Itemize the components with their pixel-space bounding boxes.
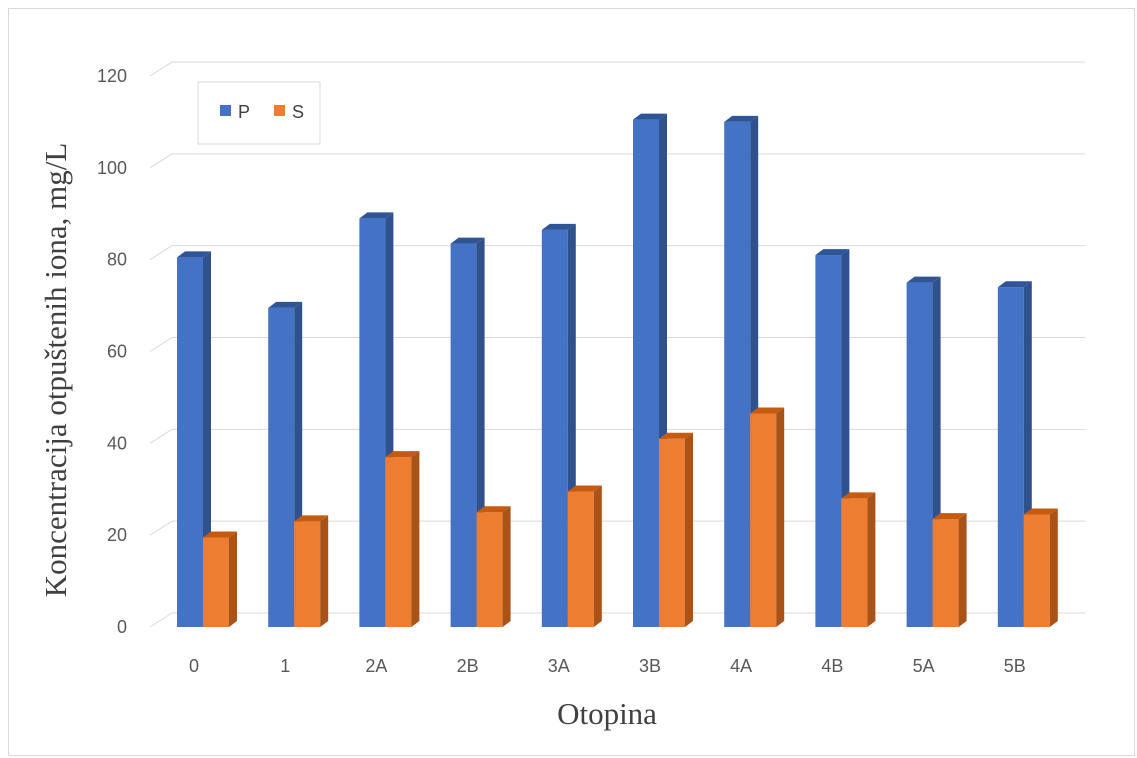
- x-tick-label: 5B: [1004, 656, 1026, 676]
- bar-front: [385, 457, 412, 627]
- y-tick-label: 120: [97, 66, 127, 86]
- bar-side: [685, 432, 693, 627]
- bar-top: [385, 451, 420, 458]
- bar-top: [997, 281, 1032, 288]
- gridline-diagonal: [149, 61, 173, 77]
- bar-s: [203, 531, 237, 627]
- x-tick-label: 0: [189, 656, 199, 676]
- bar-top: [1023, 508, 1058, 515]
- bar-s: [385, 451, 420, 627]
- gridline-diagonal: [149, 428, 173, 444]
- y-tick-label: 100: [97, 158, 127, 178]
- bars: [177, 113, 1058, 628]
- gridline-diagonal: [149, 153, 173, 169]
- bar-front: [724, 121, 751, 628]
- bar-s: [1023, 508, 1058, 627]
- y-tick-label: 40: [107, 433, 127, 453]
- bar-front: [633, 119, 659, 627]
- bar-s: [567, 485, 602, 627]
- bar-p: [724, 115, 759, 628]
- bar-top: [294, 515, 329, 522]
- bar-front: [906, 282, 933, 627]
- bar-front: [450, 243, 477, 628]
- bar-front: [476, 512, 503, 627]
- x-axis-title: Otopina: [557, 696, 657, 731]
- bar-front: [750, 413, 777, 627]
- legend-swatch-p: [220, 105, 231, 116]
- bar-s: [659, 432, 693, 627]
- bar-front: [359, 218, 386, 627]
- bar-front: [567, 491, 594, 627]
- x-tick-label: 2A: [365, 656, 387, 676]
- bar-front: [841, 498, 868, 627]
- legend-box: [197, 81, 321, 145]
- legend: P S: [197, 81, 321, 145]
- bar-side: [1049, 508, 1058, 627]
- bar-top: [841, 492, 876, 499]
- gridline-diagonal: [149, 520, 173, 536]
- bar-front: [294, 521, 321, 627]
- bar-top: [567, 485, 602, 492]
- y-tick-label: 20: [107, 525, 127, 545]
- gridline-diagonal: [149, 337, 173, 352]
- bar-top: [659, 432, 693, 439]
- bar-top: [750, 407, 785, 414]
- bar-side: [411, 451, 420, 627]
- x-tick-label: 1: [280, 656, 290, 676]
- legend-label-s: S: [292, 102, 304, 122]
- bar-front: [815, 255, 842, 627]
- x-tick-label: 4A: [730, 656, 752, 676]
- y-axis-title: Koncentracija otpuštenih iona, mg/L: [38, 143, 73, 598]
- bar-front: [268, 307, 295, 627]
- x-tick-label: 4B: [821, 656, 843, 676]
- bar-top: [359, 212, 394, 219]
- bar-top: [633, 113, 667, 120]
- x-tick-label: 5A: [913, 656, 935, 676]
- bar-side: [593, 485, 602, 627]
- x-tick-label: 2B: [457, 656, 479, 676]
- bar-top: [932, 513, 967, 520]
- bar-p: [633, 113, 667, 627]
- bar-top: [724, 115, 759, 122]
- bar-top: [450, 237, 485, 244]
- bar-side: [958, 513, 967, 627]
- bar-side: [320, 515, 329, 627]
- y-tick-label: 60: [107, 342, 127, 362]
- legend-label-p: P: [238, 102, 250, 122]
- x-tick-label: 3B: [639, 656, 661, 676]
- y-tick-labels: 0 20 40 60 80 100 120: [97, 66, 127, 637]
- bar-side: [502, 506, 511, 627]
- x-tick-label: 3A: [548, 656, 570, 676]
- bar-s: [294, 515, 329, 627]
- bar-top: [541, 223, 576, 230]
- bar-top: [815, 249, 850, 256]
- bar-top: [268, 301, 303, 308]
- bar-front: [997, 287, 1024, 627]
- gridline-diagonal: [149, 245, 173, 261]
- bar-s: [476, 506, 511, 627]
- legend-swatch-s: [274, 105, 285, 116]
- gridline-diagonal: [149, 612, 173, 628]
- bar-front: [932, 519, 959, 627]
- bar-side: [229, 531, 237, 627]
- bar-s: [932, 513, 967, 627]
- bar-s: [841, 492, 876, 627]
- bar-top: [476, 506, 511, 513]
- bar-front: [1023, 514, 1050, 627]
- bar-top: [906, 276, 941, 283]
- bar-front: [541, 229, 568, 627]
- y-tick-label: 0: [117, 617, 127, 637]
- y-tick-label: 80: [107, 250, 127, 270]
- bar-top: [177, 251, 211, 258]
- bar-p: [541, 223, 576, 627]
- bar-top: [203, 531, 237, 538]
- x-tick-labels: 0 1 2A 2B 3A 3B 4A 4B 5A 5B: [189, 656, 1026, 676]
- bar-side: [867, 492, 876, 627]
- bar-s: [750, 407, 785, 627]
- bar-side: [776, 407, 785, 627]
- bar-front: [203, 537, 229, 627]
- bar-front: [177, 257, 203, 627]
- bar-front: [659, 438, 685, 627]
